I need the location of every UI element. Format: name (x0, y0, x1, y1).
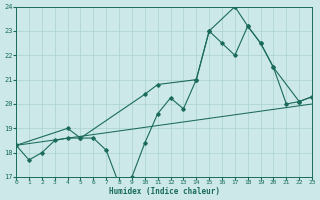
X-axis label: Humidex (Indice chaleur): Humidex (Indice chaleur) (108, 187, 220, 196)
